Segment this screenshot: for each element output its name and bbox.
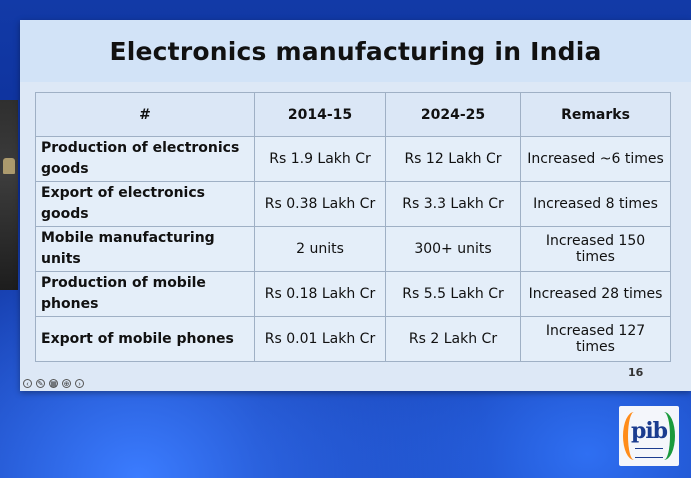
remarks-cell: Increased 127 times — [520, 316, 671, 362]
value-2014-15: Rs 0.01 Lakh Cr — [254, 316, 386, 362]
slides-icon[interactable]: ▦ — [49, 378, 58, 388]
row-label: Export of electronics goods — [35, 181, 255, 227]
column-header: 2014-15 — [254, 92, 386, 137]
value-2024-25: Rs 12 Lakh Cr — [385, 136, 521, 182]
video-feed-strip — [0, 100, 18, 290]
row-label: Production of electronics goods — [35, 136, 255, 182]
logo-text: pib — [630, 418, 668, 444]
slide: Electronics manufacturing in India # 201… — [20, 20, 691, 391]
slide-title: Electronics manufacturing in India — [109, 36, 602, 66]
table-header-row: # 2014-15 2024-25 Remarks — [35, 92, 671, 137]
pib-logo: pib — [619, 406, 679, 466]
column-header: # — [35, 92, 255, 137]
value-2024-25: Rs 3.3 Lakh Cr — [385, 181, 521, 227]
table-row: Export of mobile phones Rs 0.01 Lakh Cr … — [35, 316, 671, 362]
value-2024-25: Rs 5.5 Lakh Cr — [385, 271, 521, 317]
table-row: Mobile manufacturing units 2 units 300+ … — [35, 226, 671, 272]
table-row: Production of electronics goods Rs 1.9 L… — [35, 136, 671, 182]
remarks-cell: Increased 8 times — [520, 181, 671, 227]
value-2014-15: Rs 1.9 Lakh Cr — [254, 136, 386, 182]
value-2014-15: Rs 0.18 Lakh Cr — [254, 271, 386, 317]
value-2024-25: Rs 2 Lakh Cr — [385, 316, 521, 362]
zoom-icon[interactable]: ⊕ — [62, 378, 71, 388]
table-row: Export of electronics goods Rs 0.38 Lakh… — [35, 181, 671, 227]
row-label: Mobile manufacturing units — [35, 226, 255, 272]
prev-icon[interactable]: ‹ — [23, 378, 32, 388]
page-number: 16 — [628, 366, 644, 379]
value-2014-15: Rs 0.38 Lakh Cr — [254, 181, 386, 227]
remarks-cell: Increased 150 times — [520, 226, 671, 272]
row-label: Export of mobile phones — [35, 316, 255, 362]
value-2014-15: 2 units — [254, 226, 386, 272]
value-2024-25: 300+ units — [385, 226, 521, 272]
pen-icon[interactable]: ✎ — [36, 378, 45, 388]
slideshow-toolbar: ‹ ✎ ▦ ⊕ › — [23, 377, 84, 389]
table-row: Production of mobile phones Rs 0.18 Lakh… — [35, 271, 671, 317]
emblem-icon — [3, 158, 15, 174]
row-label: Production of mobile phones — [35, 271, 255, 317]
next-icon[interactable]: › — [75, 378, 84, 388]
data-table: # 2014-15 2024-25 Remarks Production of … — [35, 92, 671, 362]
column-header: Remarks — [520, 92, 671, 137]
remarks-cell: Increased ~6 times — [520, 136, 671, 182]
remarks-cell: Increased 28 times — [520, 271, 671, 317]
title-band: Electronics manufacturing in India — [20, 20, 691, 82]
column-header: 2024-25 — [385, 92, 521, 137]
